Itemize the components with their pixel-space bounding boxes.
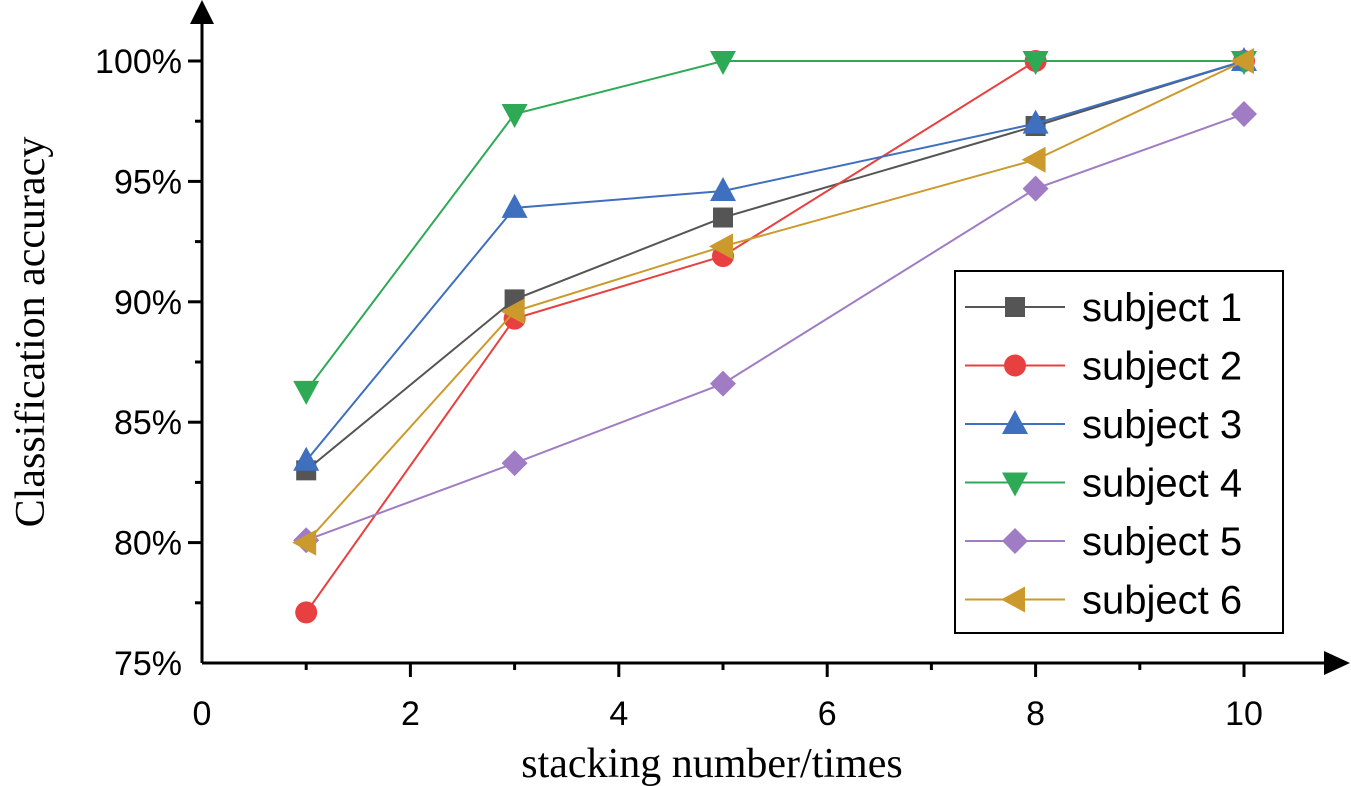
legend-item: subject 6 xyxy=(965,579,1242,623)
legend-label: subject 5 xyxy=(1082,520,1242,564)
legend-marker xyxy=(1002,472,1028,497)
y-axis-arrow xyxy=(190,0,214,24)
legend-item: subject 1 xyxy=(965,286,1242,330)
series-layer xyxy=(292,47,1257,624)
y-tick-label: 75% xyxy=(114,645,182,683)
legend-label: subject 3 xyxy=(1082,403,1242,447)
data-point xyxy=(500,298,525,325)
data-point xyxy=(293,446,320,471)
x-axis-arrow xyxy=(1324,651,1350,675)
legend-item: subject 5 xyxy=(965,520,1242,564)
data-point xyxy=(710,370,736,397)
x-tick-label: 10 xyxy=(1225,695,1263,733)
series-5 xyxy=(293,100,1257,554)
data-point xyxy=(1230,48,1254,74)
y-axis-title: Classification accuracy xyxy=(8,137,54,528)
data-point xyxy=(709,233,733,260)
data-point xyxy=(295,601,318,624)
legend-marker xyxy=(1004,354,1026,377)
y-tick-label: 100% xyxy=(95,43,182,81)
data-point xyxy=(501,193,528,218)
data-point xyxy=(713,207,733,228)
legend-marker xyxy=(1005,297,1025,317)
legend-item: subject 2 xyxy=(965,345,1242,389)
data-point xyxy=(292,529,317,556)
x-tick-label: 6 xyxy=(818,695,837,733)
x-tick-label: 0 xyxy=(193,695,212,733)
legend-marker xyxy=(1001,586,1025,613)
data-point xyxy=(1022,175,1049,202)
legend-label: subject 6 xyxy=(1082,579,1242,623)
axes: 0 2 4 6 8 10 75% 80% 85% 90% 95% 100% xyxy=(95,0,1350,733)
data-point xyxy=(1231,100,1257,127)
data-point xyxy=(501,450,528,477)
x-tick-label: 2 xyxy=(401,695,420,733)
legend-item: subject 3 xyxy=(965,403,1242,447)
data-point xyxy=(1022,109,1049,134)
y-tick-label: 80% xyxy=(114,525,182,563)
legend-marker xyxy=(1002,410,1028,434)
legend: subject 1 subject 2 subject 3 subject 4 subj… xyxy=(954,270,1284,634)
data-point xyxy=(501,103,528,128)
data-point xyxy=(1022,51,1049,75)
x-tick-label: 4 xyxy=(609,695,628,733)
legend-marker xyxy=(1002,528,1028,554)
x-axis-title: stacking number/times xyxy=(521,741,902,786)
legend-label: subject 1 xyxy=(1082,286,1242,330)
y-tick-label: 95% xyxy=(114,163,182,201)
data-point xyxy=(710,177,736,202)
legend-label: subject 4 xyxy=(1082,462,1242,506)
y-tick-label: 85% xyxy=(114,404,182,442)
data-point xyxy=(710,51,736,75)
legend-item: subject 4 xyxy=(965,462,1242,506)
x-tick-label: 8 xyxy=(1026,695,1045,733)
data-point xyxy=(293,380,320,405)
series-6 xyxy=(292,48,1254,556)
data-point xyxy=(1021,146,1046,173)
y-tick-label: 90% xyxy=(114,284,182,322)
legend-label: subject 2 xyxy=(1082,345,1242,389)
legend-box xyxy=(954,270,1284,634)
